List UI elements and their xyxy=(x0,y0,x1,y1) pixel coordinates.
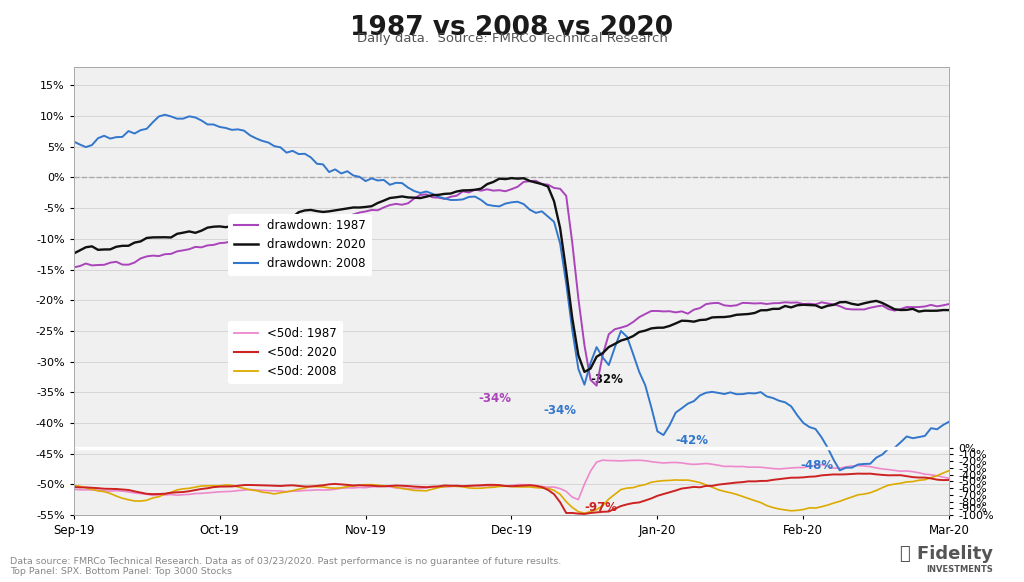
Text: -34%: -34% xyxy=(544,404,577,417)
Text: Daily data.  Source: FMRCo Technical Research: Daily data. Source: FMRCo Technical Rese… xyxy=(356,32,668,45)
Legend: <50d: 1987, <50d: 2020, <50d: 2008: <50d: 1987, <50d: 2020, <50d: 2008 xyxy=(228,321,343,384)
Text: -34%: -34% xyxy=(478,392,511,404)
Text: -32%: -32% xyxy=(591,373,624,386)
Text: Data source: FMRCo Technical Research. Data as of 03/23/2020. Past performance i: Data source: FMRCo Technical Research. D… xyxy=(10,557,561,566)
Text: -42%: -42% xyxy=(676,435,709,448)
Text: INVESTMENTS: INVESTMENTS xyxy=(927,565,993,574)
Text: -48%: -48% xyxy=(801,459,834,472)
Text: -97%: -97% xyxy=(585,501,617,514)
Text: 1987 vs 2008 vs 2020: 1987 vs 2008 vs 2020 xyxy=(350,15,674,41)
Text: Ⓕ Fidelity: Ⓕ Fidelity xyxy=(900,545,993,563)
Text: Top Panel: SPX. Bottom Panel: Top 3000 Stocks: Top Panel: SPX. Bottom Panel: Top 3000 S… xyxy=(10,567,232,576)
